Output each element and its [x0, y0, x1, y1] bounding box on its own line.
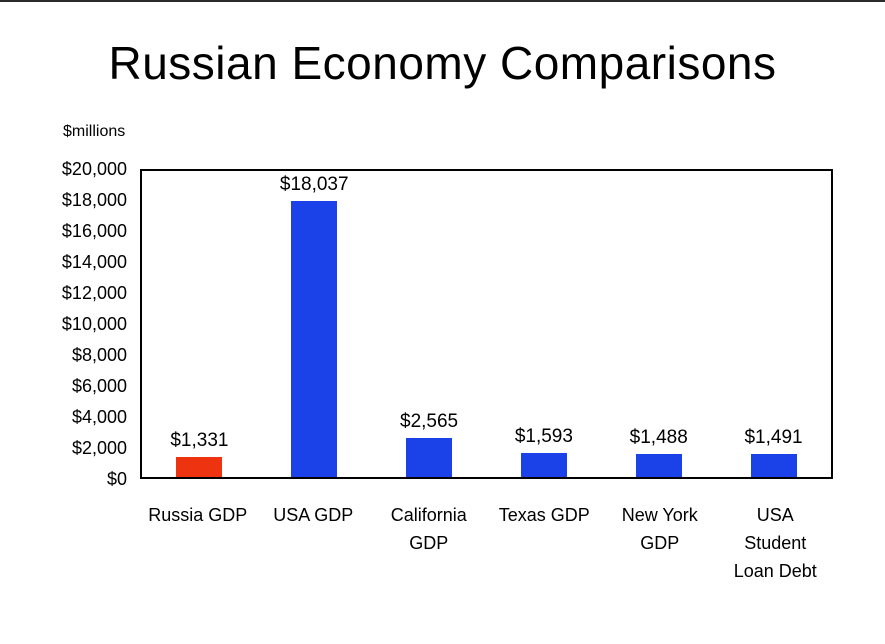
y-tick-label: $10,000 — [61, 314, 127, 334]
y-tick-label: $18,000 — [61, 190, 127, 210]
y-tick-label: $12,000 — [61, 283, 127, 303]
y-tick-label: $6,000 — [71, 376, 127, 396]
bar-slot: $18,037 — [257, 171, 372, 477]
bar — [750, 454, 797, 477]
x-category-label: USA GDP — [273, 505, 354, 525]
bar-slot: $1,331 — [142, 171, 257, 477]
x-category-label: New York GDP — [621, 505, 698, 553]
bar — [291, 201, 338, 477]
x-category-label: Texas GDP — [498, 505, 590, 525]
bar-slot: $2,565 — [372, 171, 487, 477]
plot-area: $1,331 $18,037 $2,565 $1,593 $1,488 $1,491 — [140, 169, 833, 479]
y-tick-label: $8,000 — [71, 345, 127, 365]
bar-slot: $1,488 — [601, 171, 716, 477]
y-tick-label: $20,000 — [61, 159, 127, 179]
y-tick-label: $2,000 — [71, 438, 127, 458]
x-category-label: California GDP — [390, 505, 467, 553]
x-axis-category-labels: Russia GDP USA GDP California GDP Texas GDP… — [140, 501, 833, 585]
y-tick-label: $14,000 — [61, 252, 127, 272]
chart-title: Russian Economy Comparisons — [108, 37, 777, 89]
bar-value-label: $2,565 — [400, 410, 459, 432]
bar-slot: $1,491 — [716, 171, 831, 477]
bar-value-label: $1,331 — [170, 429, 229, 451]
bar-slot: $1,593 — [486, 171, 601, 477]
y-tick-label: $16,000 — [61, 221, 127, 241]
y-tick-label: $4,000 — [71, 407, 127, 427]
y-axis-tick-labels: $20,000 $18,000 $16,000 $14,000 $12,000 $10,0… — [0, 158, 127, 490]
bar — [176, 456, 223, 477]
y-tick-label: $0 — [106, 469, 127, 489]
bar-value-label: $18,037 — [279, 174, 349, 196]
bar — [520, 452, 567, 477]
bar — [635, 454, 682, 477]
bar — [406, 437, 453, 477]
bar-value-label: $1,491 — [744, 427, 803, 449]
x-category-label: Russia GDP — [148, 505, 248, 525]
bar-value-label: $1,593 — [514, 425, 573, 447]
y-axis-unit-label: $millions — [63, 123, 126, 140]
x-category-label: USA Student Loan Debt — [733, 505, 817, 581]
bar-value-label: $1,488 — [629, 427, 688, 449]
